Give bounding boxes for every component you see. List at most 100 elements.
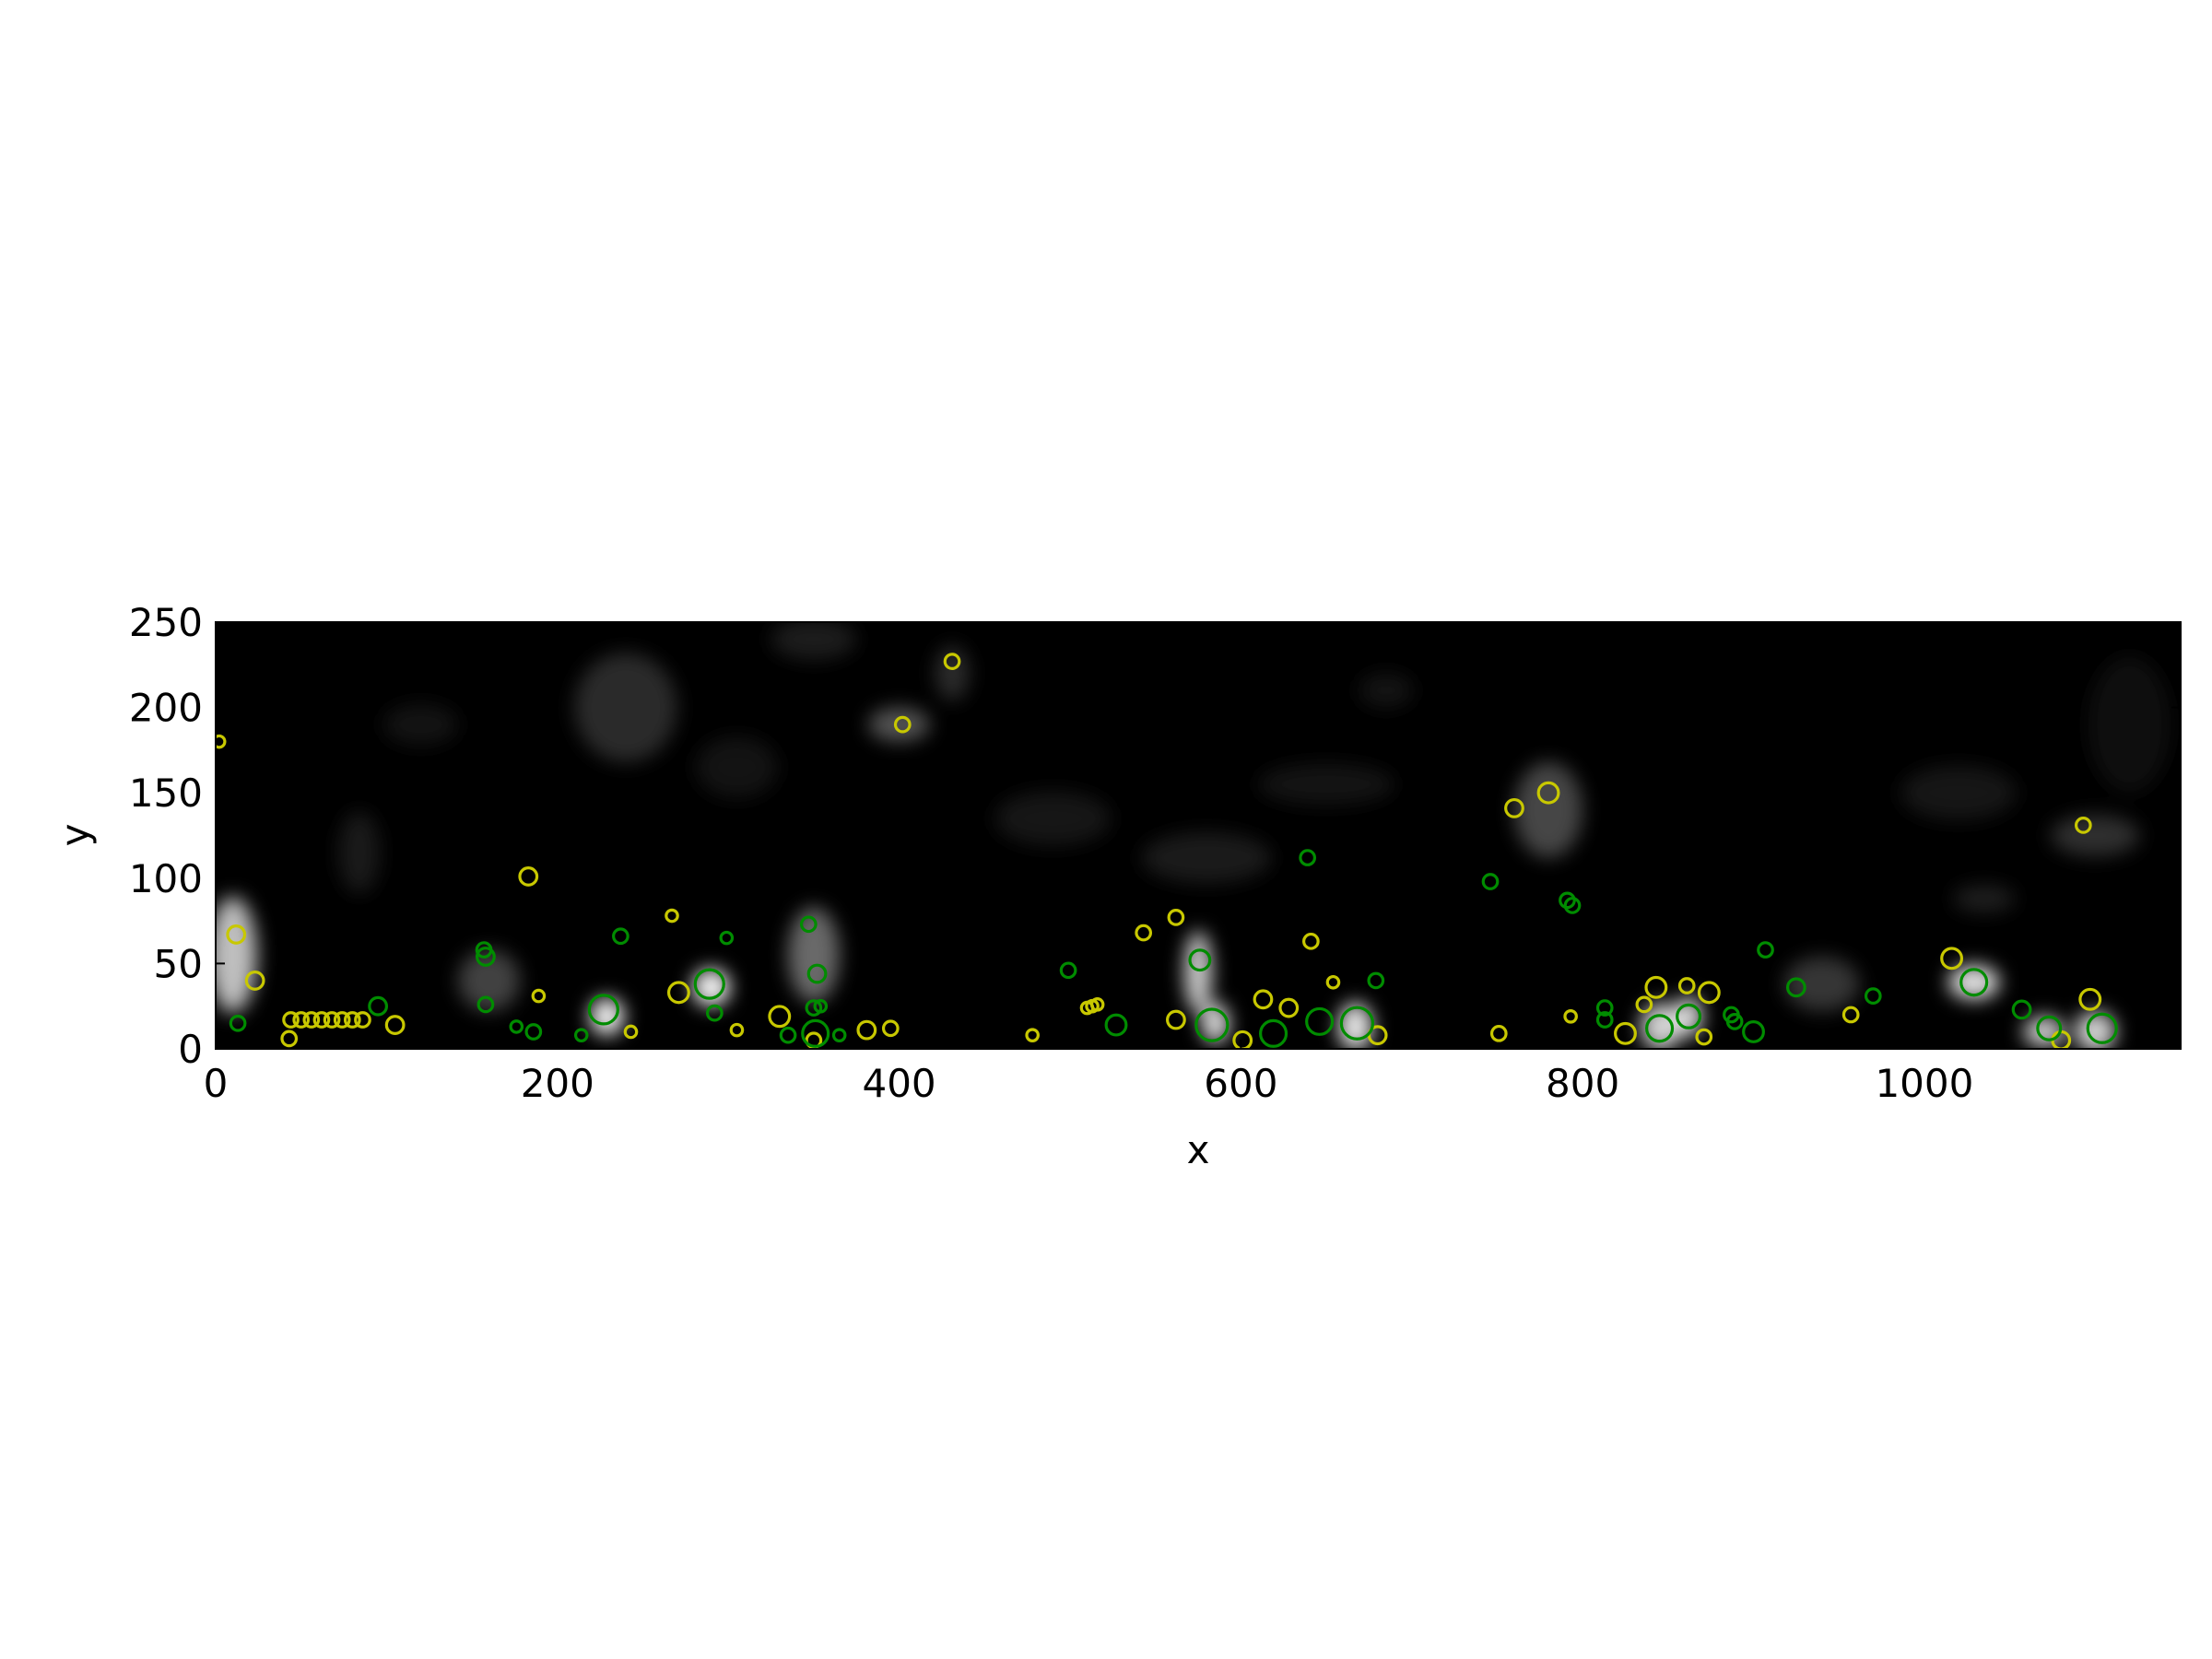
scatter-point (1677, 977, 1696, 994)
scatter-point (587, 994, 619, 1026)
scatter-point (623, 1024, 639, 1040)
scatter-point (1104, 1013, 1128, 1037)
scatter-point (312, 1011, 331, 1029)
scatter-point (2036, 1015, 2063, 1041)
field-bright-region (458, 949, 520, 1012)
scatter-point (881, 1019, 900, 1038)
field-bright-region (338, 811, 380, 894)
scatter-point (813, 998, 829, 1014)
scatter-point (343, 1011, 361, 1029)
field-bright-region (695, 736, 778, 798)
x-tick-label: 200 (521, 1061, 594, 1106)
scatter-point (729, 1022, 745, 1038)
field-bright-region (1900, 765, 2018, 820)
scatter-point (368, 995, 389, 1017)
scatter-point (323, 1011, 341, 1029)
y-tick-label: 150 (129, 771, 203, 816)
scatter-point (1232, 1030, 1253, 1049)
scatter-point (573, 1028, 589, 1042)
field-bright-region (1359, 673, 1414, 708)
scatter-point (1253, 989, 1274, 1010)
scatter-point (805, 999, 823, 1017)
field-bright-region (1184, 931, 1212, 1014)
scatter-point (1167, 909, 1185, 926)
x-axis: 0 200 400 600 800 1000 (204, 622, 1973, 1106)
marker-layer (216, 653, 2118, 1049)
scatter-point (509, 1019, 524, 1034)
field-bright-region (994, 791, 1112, 846)
scatter-point (531, 988, 547, 1004)
y-tick-label: 50 (154, 941, 203, 986)
scatter-point (893, 715, 912, 734)
field-image-texture (216, 622, 2171, 1049)
scatter-point (1325, 974, 1341, 990)
field-bright-region (2075, 1011, 2116, 1049)
field-bright-region (1783, 956, 1860, 1012)
field-bright-region (382, 703, 459, 746)
x-tick-label: 800 (1546, 1061, 1619, 1106)
y-axis: 0 50 100 150 200 250 (129, 600, 2181, 1072)
scatter-point (229, 1014, 247, 1032)
scatter-point (806, 963, 828, 984)
field-bright-region (771, 622, 857, 660)
scatter-point (302, 1011, 321, 1029)
scatter-point (1697, 981, 1721, 1005)
scatter-point (216, 734, 227, 749)
x-axis-label: x (1187, 1127, 1210, 1172)
field-bright-region (868, 707, 930, 742)
scatter-point (693, 968, 725, 1000)
x-tick-label: 0 (204, 1061, 229, 1106)
scatter-point (1841, 1006, 1860, 1024)
scatter-point (1695, 1028, 1713, 1046)
field-bright-region (2051, 815, 2140, 856)
field-bright-region (590, 997, 625, 1036)
y-tick-label: 0 (178, 1027, 203, 1072)
scatter-point (1536, 781, 1560, 805)
field-bright-region (1947, 965, 2000, 1000)
field-bright-region (1141, 831, 1272, 884)
field-bright-region (574, 653, 677, 762)
scatter-point (2074, 817, 2092, 834)
scatter-point (1645, 1014, 1675, 1043)
scatter-point (226, 924, 247, 945)
scatter-point (1595, 1011, 1614, 1029)
scatter-point (1644, 975, 1668, 999)
scatter-point (1563, 1009, 1578, 1024)
scatter-point (477, 995, 495, 1014)
x-tick-label: 400 (862, 1061, 935, 1106)
scatter-point (1089, 997, 1105, 1012)
scatter-point (1595, 999, 1614, 1017)
scatter-point (518, 866, 539, 887)
plot-frame (215, 621, 2182, 1050)
y-tick-label: 250 (129, 600, 203, 645)
scatter-point (280, 1030, 299, 1048)
scatter-point (719, 930, 735, 946)
y-tick-label: 100 (129, 856, 203, 901)
scatter-point (1305, 1006, 1335, 1036)
scatter-point (799, 915, 818, 934)
scatter-point (1135, 924, 1153, 942)
scatter-point (384, 1015, 406, 1035)
scatter-point (705, 1004, 724, 1022)
scatter-point (943, 653, 961, 670)
scatter-point (2011, 999, 2032, 1020)
scatter-point (1725, 1013, 1744, 1030)
scatter-point (1339, 1006, 1375, 1041)
scatter-point (1676, 1003, 1702, 1030)
plot-area (215, 621, 2182, 1050)
scatter-point (1259, 1018, 1288, 1048)
scatter-point (1785, 977, 1806, 998)
scatter-point (1959, 968, 1989, 997)
scatter-point (768, 1005, 792, 1029)
scatter-point (1614, 1021, 1637, 1045)
scatter-point (666, 981, 690, 1005)
y-tick-label: 200 (129, 686, 203, 731)
scatter-point (1278, 997, 1300, 1018)
scatter-point (1559, 891, 1576, 910)
scatter-point (1563, 897, 1582, 914)
scatter-point (2078, 987, 2102, 1011)
scatter-point (612, 927, 629, 946)
scatter-point (1367, 971, 1385, 990)
scatter-point (476, 947, 496, 967)
